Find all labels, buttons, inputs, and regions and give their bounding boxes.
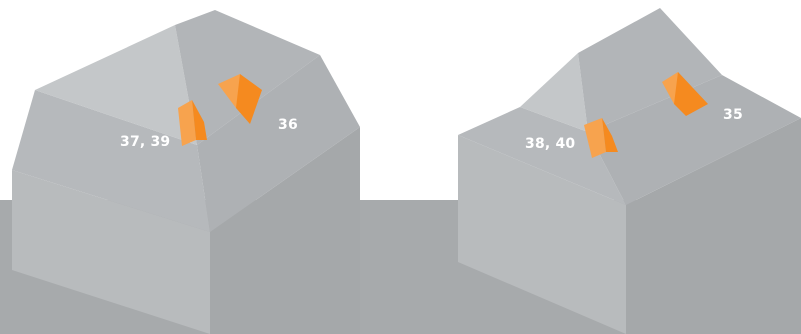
left-house-right-wall [210, 127, 360, 334]
left-house-ridge-label: 36 [278, 117, 298, 133]
right-house: 38, 40 35 [458, 8, 801, 334]
left-house-upper-right-roof [175, 10, 320, 145]
right-house-front-roof [458, 107, 626, 205]
left-house-lower-left-roof [12, 90, 210, 232]
left-house-lower-right-roof [197, 55, 360, 232]
left-house-corner-flashing-front [178, 100, 196, 146]
right-house-main-roof [578, 8, 722, 132]
right-house-left-wall [458, 135, 626, 334]
right-house-ridge-flashing-side [674, 72, 708, 116]
right-house-gable-face [520, 53, 588, 132]
right-house-corner-label: 38, 40 [525, 136, 575, 152]
right-house-right-wall [626, 118, 801, 334]
left-house: 37, 39 36 [12, 10, 360, 334]
right-house-ridge-label: 35 [723, 107, 743, 123]
left-house-corner-label: 37, 39 [120, 134, 170, 150]
left-house-left-wall [12, 170, 210, 334]
left-house-corner-flashing-side [192, 100, 207, 140]
right-house-corner-flashing-front [584, 118, 606, 158]
left-house-ridge-flashing-side [236, 74, 262, 124]
right-house-corner-flashing-side [602, 118, 618, 152]
left-house-upper-left-roof [35, 25, 197, 145]
right-house-lower-roof [588, 75, 801, 205]
